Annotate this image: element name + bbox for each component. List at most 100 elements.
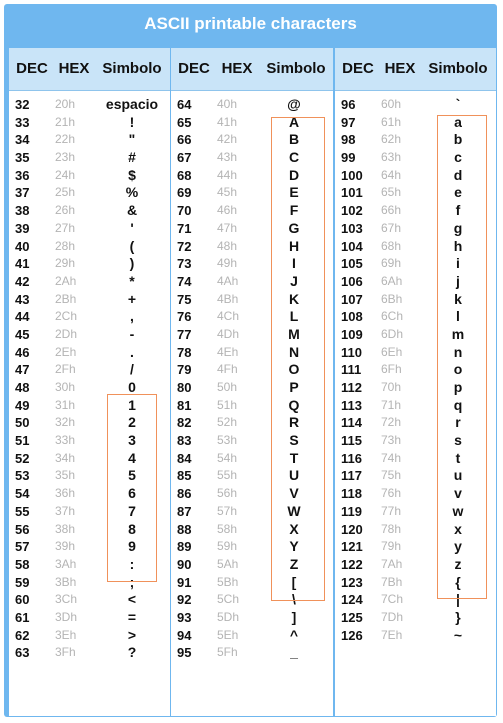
header-dec: DEC <box>16 60 48 77</box>
hex-value: 40h <box>217 97 238 111</box>
header-hex: HEX <box>58 60 90 77</box>
hex-value: 35h <box>55 468 76 483</box>
hex-value: 22h <box>55 132 76 147</box>
hex-value: 2Ch <box>55 309 78 324</box>
symbol-value: Y <box>289 538 299 555</box>
symbol-value: } <box>455 608 461 625</box>
dec-value: 117 <box>341 468 362 484</box>
table-row: 108 6Ch l <box>335 308 496 326</box>
table-row: 49 31h 1 <box>9 397 170 415</box>
hex-value: 2Bh <box>55 291 77 306</box>
symbol-value: W <box>287 502 301 519</box>
hex-value: 30h <box>55 380 76 394</box>
table-row: 68 44h D <box>171 167 333 185</box>
column-header: DEC HEX Simbolo <box>9 48 170 91</box>
hex-value: 5Eh <box>217 627 239 642</box>
symbol-value: " <box>128 131 136 148</box>
hex-value: 33h <box>55 433 76 448</box>
dec-value: 47 <box>15 362 30 378</box>
hex-value: 28h <box>55 238 76 253</box>
table-row: 72 48h H <box>171 238 333 256</box>
symbol-value: 5 <box>128 467 136 484</box>
table-row: 65 41h A <box>171 114 333 132</box>
table-row: 50 32h 2 <box>9 414 170 432</box>
symbol-value: L <box>289 308 299 325</box>
hex-value: 3Eh <box>55 627 77 642</box>
hex-value: 7Ch <box>381 592 404 607</box>
hex-value: 73h <box>381 433 402 448</box>
dec-value: 104 <box>341 238 363 254</box>
dec-value: 77 <box>177 326 192 342</box>
table-row: 102 66h f <box>335 202 496 220</box>
table-row: 116 74h t <box>335 450 496 468</box>
table-row: 33 21h! <box>9 114 170 132</box>
dec-value: 44 <box>15 309 30 325</box>
table-row: 123 7Bh { <box>335 574 496 592</box>
hex-value: 2Eh <box>55 344 77 359</box>
hex-value: 50h <box>217 380 238 394</box>
table-row: 39 27h ' <box>9 220 170 238</box>
table-row: 114 72h r <box>335 414 496 432</box>
symbol-value: . <box>130 343 134 360</box>
table-row: 57 39h 9 <box>9 538 170 556</box>
dec-value: 84 <box>177 450 192 466</box>
symbol-value: v <box>454 485 462 502</box>
symbol-value: n <box>453 343 463 360</box>
table-row: 93 5Dh] <box>171 609 333 627</box>
symbol-value: ( <box>129 237 135 254</box>
dec-value: 54 <box>15 486 30 502</box>
dec-value: 109 <box>341 326 363 342</box>
table-row: 47 2Fh / <box>9 361 170 379</box>
symbol-value: a <box>454 113 462 130</box>
dec-value: 93 <box>177 609 192 625</box>
symbol-value: & <box>126 202 138 219</box>
dec-value: 70 <box>177 203 192 219</box>
symbol-value: 4 <box>128 449 136 466</box>
symbol-value: b <box>453 131 463 148</box>
hex-value: 79h <box>381 539 402 554</box>
symbol-value: 0 <box>128 379 136 395</box>
dec-value: 91 <box>177 574 192 590</box>
table-row: 101 65h e <box>335 184 496 202</box>
table-row: 112 70h p <box>335 379 496 397</box>
hex-value: 5Ch <box>217 592 240 607</box>
table-row: 45 2Dh - <box>9 326 170 344</box>
table-row: 40 28h ( <box>9 238 170 256</box>
table-row: 115 73h s <box>335 432 496 450</box>
symbol-value: m <box>451 325 465 342</box>
hex-value: 59h <box>217 539 238 554</box>
symbol-value: f <box>455 202 461 219</box>
symbol-value: M <box>288 325 300 342</box>
dec-value: 64 <box>177 97 192 112</box>
symbol-value: , <box>130 308 134 325</box>
symbol-value: o <box>453 361 463 378</box>
table-row: 97 61h a <box>335 114 496 132</box>
column-3: DEC HEX Simbolo 96 60h ` 97 61h a 98 62h b 99 63h c… <box>335 48 496 716</box>
symbol-value: h <box>453 237 463 254</box>
header-dec: DEC <box>342 60 374 77</box>
header-symbol: Simbolo <box>102 60 162 77</box>
table-row: 35 23h # <box>9 149 170 167</box>
hex-value: 64h <box>381 167 402 182</box>
hex-value: 26h <box>55 203 76 218</box>
hex-value: 7Dh <box>381 609 404 624</box>
dec-value: 90 <box>177 556 192 572</box>
dec-value: 115 <box>341 433 362 449</box>
dec-value: 51 <box>15 433 30 449</box>
dec-value: 63 <box>15 645 30 661</box>
symbol-value: = <box>127 608 137 625</box>
table-row: 98 62h b <box>335 131 496 149</box>
dec-value: 78 <box>177 344 192 360</box>
table-row: 71 47h G <box>171 220 333 238</box>
table-row: 106 6Ah j <box>335 273 496 291</box>
table-row: 79 4Fh O <box>171 361 333 379</box>
hex-value: 3Ch <box>55 592 78 607</box>
table-row: 104 68h h <box>335 238 496 256</box>
symbol-value: { <box>455 573 461 590</box>
table-row: 64 40h @ <box>171 96 333 114</box>
hex-value: 46h <box>217 203 238 218</box>
hex-value: 3Dh <box>55 609 78 624</box>
hex-value: 78h <box>381 521 402 536</box>
table-row: 107 6Bh k <box>335 291 496 309</box>
symbol-value: 9 <box>128 538 136 555</box>
